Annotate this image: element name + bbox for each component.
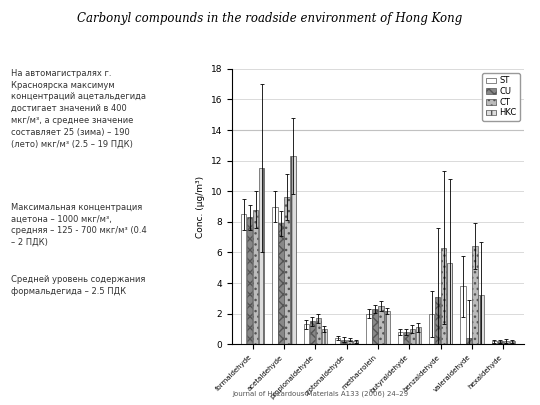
Bar [321, 329, 327, 344]
Bar [435, 297, 441, 344]
Bar [315, 318, 321, 344]
Bar [303, 324, 309, 344]
Bar [241, 214, 246, 344]
Bar [335, 338, 340, 344]
Bar [441, 248, 447, 344]
Bar [504, 341, 509, 344]
Text: Максимальная концентрация
ацетона – 1000 мкг/м³,
средняя – 125 - 700 мкг/м³ (0.4: Максимальная концентрация ацетона – 1000… [11, 202, 146, 247]
Bar [478, 295, 484, 344]
Y-axis label: Conc. (μg/m³): Conc. (μg/m³) [197, 175, 205, 238]
Bar [498, 341, 503, 344]
Bar [510, 341, 515, 344]
Bar [253, 210, 258, 344]
Bar [278, 224, 284, 344]
Text: Journal of Hazardous Materials A133 (2006) 24–29: Journal of Hazardous Materials A133 (200… [232, 390, 408, 397]
Bar [416, 327, 421, 344]
Bar [461, 286, 466, 344]
Bar [247, 217, 252, 344]
Bar [447, 263, 453, 344]
Bar [492, 341, 497, 344]
Bar [398, 332, 403, 344]
Bar [384, 311, 389, 344]
Bar [410, 329, 415, 344]
Bar [284, 197, 289, 344]
Bar [353, 341, 358, 344]
Text: Carbonyl compounds in the roadside environment of Hong Kong: Carbonyl compounds in the roadside envir… [77, 12, 463, 25]
Text: На автомагистралях г.
Красноярска максимум
концентраций ацетальдегида
достигает : На автомагистралях г. Красноярска максим… [11, 69, 146, 149]
Bar [404, 332, 409, 344]
Text: Средней уровень содержания
формальдегида – 2.5 ПДК: Средней уровень содержания формальдегида… [11, 275, 145, 296]
Legend: ST, CU, CT, HKC: ST, CU, CT, HKC [482, 73, 519, 121]
Bar [259, 168, 264, 344]
Bar [373, 309, 377, 344]
Bar [379, 306, 383, 344]
Bar [467, 338, 472, 344]
Bar [290, 156, 295, 344]
Bar [341, 340, 346, 344]
Bar [472, 246, 478, 344]
Bar [367, 313, 372, 344]
Bar [309, 321, 315, 344]
Bar [429, 313, 435, 344]
Bar [347, 340, 352, 344]
Bar [272, 207, 278, 344]
